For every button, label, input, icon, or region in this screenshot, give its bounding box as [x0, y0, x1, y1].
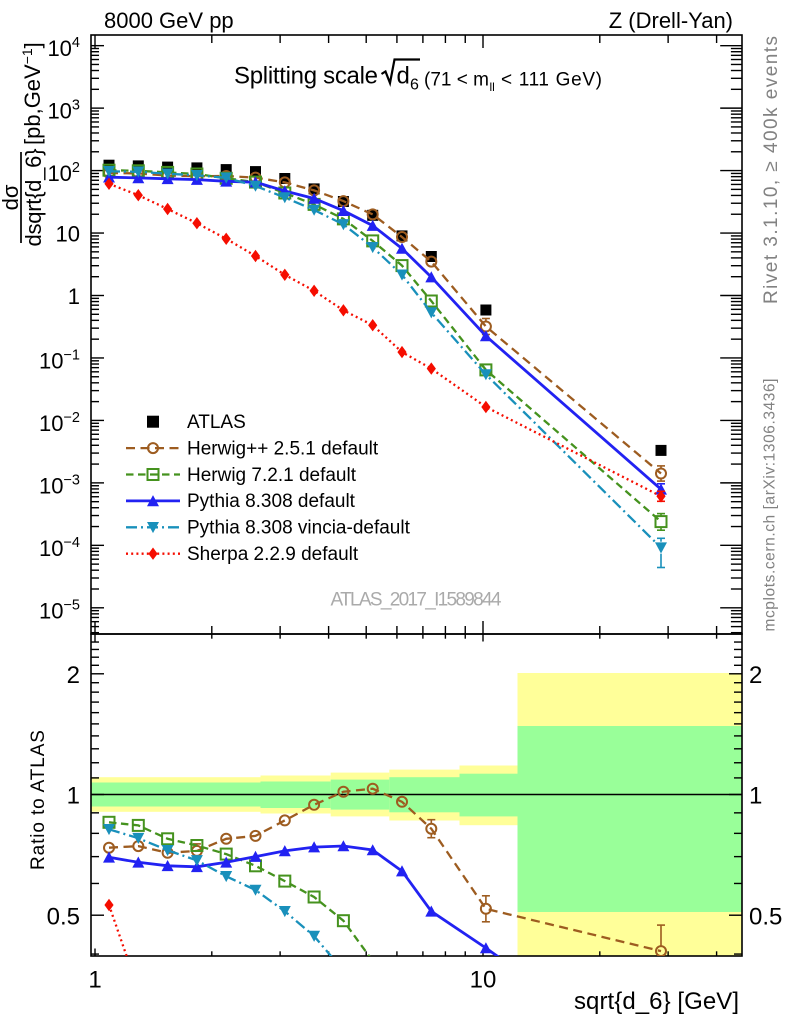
- svg-text:0.5: 0.5: [749, 903, 782, 930]
- svg-text:10−5: 10−5: [39, 597, 80, 623]
- svg-text:103: 103: [47, 98, 80, 124]
- svg-text:Splitting scale: Splitting scale: [234, 63, 378, 90]
- svg-text:1: 1: [68, 284, 80, 309]
- svg-text:Rivet 3.1.10, ≥ 400k events: Rivet 3.1.10, ≥ 400k events: [761, 36, 782, 304]
- svg-text:Pythia 8.308 default: Pythia 8.308 default: [187, 491, 356, 512]
- svg-text:10: 10: [56, 222, 80, 247]
- svg-text:10: 10: [470, 967, 497, 994]
- svg-text:2: 2: [67, 662, 80, 689]
- svg-text:Sherpa 2.2.9 default: Sherpa 2.2.9 default: [187, 544, 359, 565]
- svg-text:6: 6: [410, 77, 419, 94]
- svg-text:sqrt{d_6} [GeV]: sqrt{d_6} [GeV]: [574, 988, 739, 1015]
- svg-text:dsqrt{d_6}: dsqrt{d_6}: [21, 149, 46, 247]
- svg-text:mcplots.cern.ch [arXiv:1306.34: mcplots.cern.ch [arXiv:1306.3436]: [762, 379, 779, 632]
- svg-text:0.5: 0.5: [47, 903, 80, 930]
- svg-text:Herwig++ 2.5.1 default: Herwig++ 2.5.1 default: [187, 438, 379, 459]
- svg-text:Herwig 7.2.1 default: Herwig 7.2.1 default: [187, 465, 357, 486]
- svg-text:ATLAS: ATLAS: [187, 412, 246, 433]
- svg-text:d: d: [397, 63, 410, 90]
- svg-text:1: 1: [67, 783, 80, 810]
- svg-text:1: 1: [749, 783, 762, 810]
- svg-text:(71 < m: (71 < m: [424, 70, 489, 91]
- svg-text:1: 1: [88, 967, 101, 994]
- svg-text:2: 2: [749, 662, 762, 689]
- svg-text:Pythia 8.308 vincia-default: Pythia 8.308 vincia-default: [187, 518, 411, 539]
- svg-text:8000 GeV pp: 8000 GeV pp: [104, 8, 234, 33]
- svg-text:Ratio to ATLAS: Ratio to ATLAS: [28, 730, 49, 870]
- svg-text:ATLAS_2017_I1589844: ATLAS_2017_I1589844: [331, 590, 502, 611]
- svg-text:Z (Drell-Yan): Z (Drell-Yan): [609, 8, 733, 33]
- svg-text:dσ: dσ: [0, 184, 23, 210]
- svg-text:ll: ll: [490, 80, 495, 94]
- svg-text:< 111 GeV): < 111 GeV): [501, 70, 602, 91]
